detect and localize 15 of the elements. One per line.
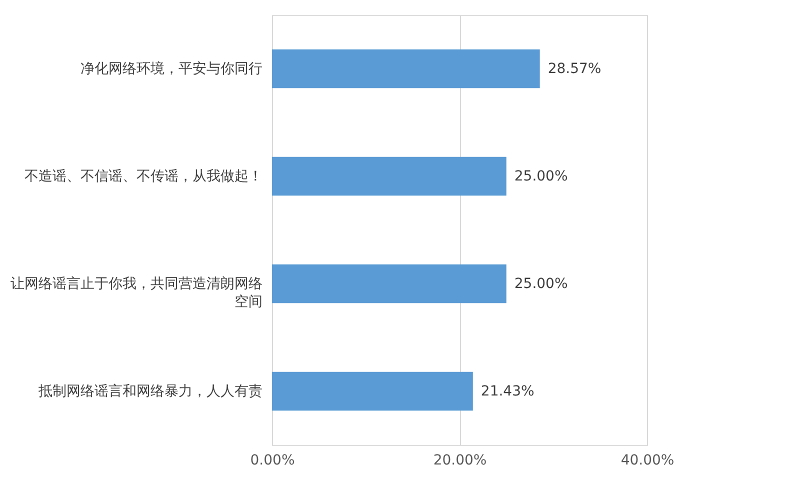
data-label: 25.00%	[514, 168, 568, 184]
y-tick-label: 抵制网络谣言和网络暴力，人人有责	[38, 383, 262, 400]
y-tick-label: 净化网络环境，平安与你同行	[80, 60, 262, 77]
y-tick-label: 让网络谣言止于你我，共同营造清朗网络空间	[10, 276, 262, 310]
data-label: 21.43%	[480, 383, 534, 400]
x-tick-label: 0.00%	[250, 452, 295, 468]
x-tick-label: 40.00%	[620, 452, 674, 468]
bar	[272, 156, 506, 196]
data-label: 25.00%	[514, 276, 568, 292]
bar	[272, 49, 540, 88]
bar	[272, 264, 506, 304]
y-tick-label: 不造谣、不信谣、不传谣，从我做起！	[24, 168, 262, 184]
data-label: 28.57%	[548, 60, 602, 77]
bar	[272, 372, 473, 411]
x-tick-label: 20.00%	[433, 452, 487, 468]
